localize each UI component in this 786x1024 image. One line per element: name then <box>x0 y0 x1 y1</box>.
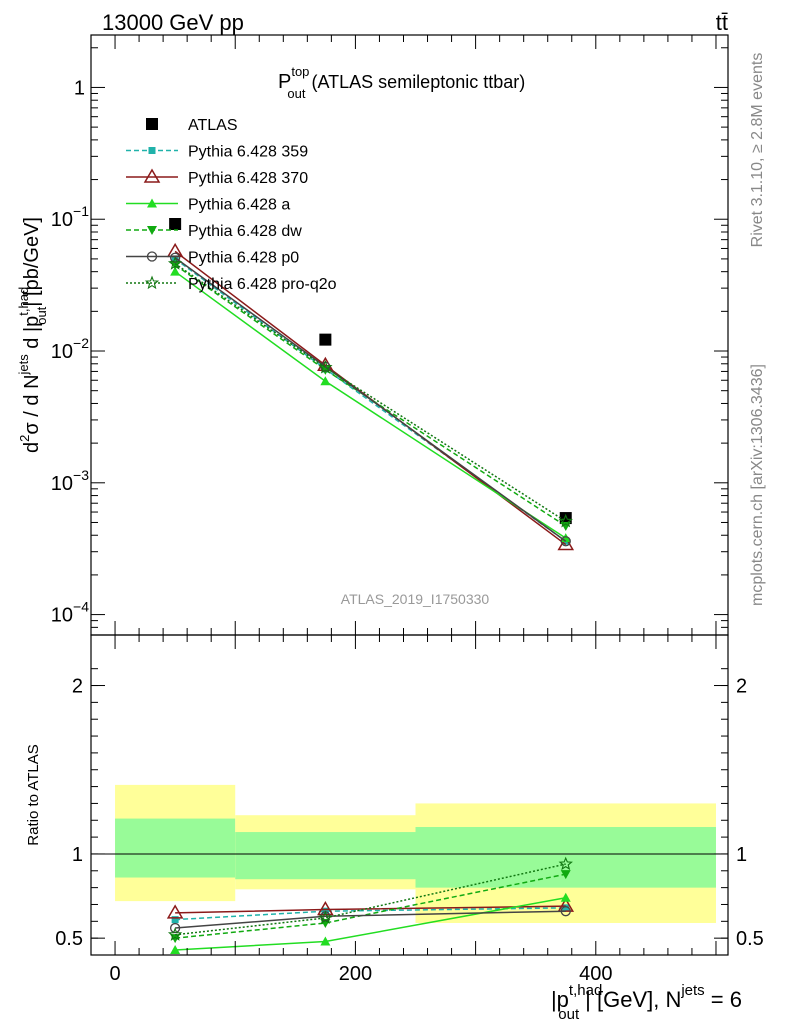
ratio-point-p370 <box>317 901 334 916</box>
process-label: tt̄ <box>716 10 728 35</box>
mcplots-label: mcplots.cern.ch [arXiv:1306.3436] <box>749 364 766 606</box>
main-series-layer <box>166 218 575 551</box>
ratio-point-pq2o <box>318 910 333 925</box>
ratio-x-axis-label: |pt,had out| [GeV], Njets = 6 <box>551 982 742 1023</box>
main-title: Ptop out(ATLAS semileptonic ttbar) <box>278 64 525 101</box>
legend-label: Pythia 6.428 p0 <box>188 250 299 267</box>
ratio-point-p370 <box>166 904 184 919</box>
legend-label: Pythia 6.428 dw <box>188 223 302 240</box>
main-line-pq2o <box>174 263 567 522</box>
main-point-pa <box>320 376 331 386</box>
legend-label: ATLAS <box>188 117 238 134</box>
ratio-line-p359 <box>175 907 566 921</box>
legend-entry-pdw: Pythia 6.428 dw <box>126 223 302 240</box>
main-point-data <box>169 218 182 231</box>
legend-swatch-marker <box>146 251 158 262</box>
legend-entry-data: ATLAS <box>146 117 238 134</box>
ratio-x-tick-label: 0 <box>109 963 120 985</box>
ratio-point-pq2o <box>558 856 573 871</box>
main-point-pp0 <box>169 252 181 263</box>
legend-entry-pp0: Pythia 6.428 p0 <box>126 250 299 267</box>
legend-label: Pythia 6.428 a <box>188 197 290 214</box>
ratio-point-p370 <box>557 897 575 912</box>
main-point-pa <box>170 266 181 276</box>
main-line-pdw <box>174 264 567 527</box>
legend-entry-p359: Pythia 6.428 359 <box>126 144 308 161</box>
legend-swatch-marker <box>143 168 161 183</box>
ratio-point-pa <box>320 936 331 946</box>
ratio-point-pdw <box>320 919 331 928</box>
ratio-band-inner <box>235 832 416 880</box>
ratio-x-tick-label: 200 <box>339 963 372 985</box>
main-x-ticks <box>114 35 717 635</box>
ratio-point-pp0 <box>169 922 181 934</box>
ratio-x-tick-label: 400 <box>579 963 612 985</box>
ratio-bands <box>115 784 716 923</box>
ratio-line-pp0 <box>175 910 566 929</box>
rivet-label: Rivet 3.1.10, ≥ 2.8M events <box>749 53 766 248</box>
ratio-line-p370 <box>175 905 566 914</box>
ratio-point-pa <box>560 892 571 902</box>
main-y-axis-label: d2σ / d Njets d |pt,hadout| [pb/GeV] <box>16 217 49 453</box>
ratio-point-pp0 <box>560 906 571 917</box>
ratio-band-inner <box>115 818 236 878</box>
analysis-id-label: ATLAS_2019_I1750330 <box>341 591 490 607</box>
ratio-point-pdw <box>560 870 571 880</box>
legend-entry-p370: Pythia 6.428 370 <box>126 168 308 187</box>
ratio-y-tick-label: 1 <box>72 844 83 866</box>
main-y-tick-label: 10−3 <box>51 467 89 495</box>
main-line-p370 <box>174 250 567 546</box>
main-frame <box>90 34 729 636</box>
main-y-tick-label: 10−4 <box>51 599 89 627</box>
main-point-pq2o <box>167 256 183 270</box>
ratio-y-tick-label-right: 1 <box>736 844 747 866</box>
ratio-y-tick-label-right: 0.5 <box>736 928 764 950</box>
legend-entry-pa: Pythia 6.428 a <box>126 197 290 214</box>
legend: ATLAS Pythia 6.428 359 Pythia 6.428 370 Pyt… <box>126 117 337 293</box>
main-y-tick-label: 10−1 <box>51 203 89 231</box>
main-point-data <box>319 333 332 346</box>
main-point-pq2o <box>318 360 333 374</box>
ratio-y-axis-label: Ratio to ATLAS <box>25 744 42 845</box>
ratio-frame <box>90 634 729 956</box>
main-line-pp0 <box>174 257 567 542</box>
legend-swatch-marker <box>147 198 157 208</box>
ratio-point-p359 <box>562 904 570 912</box>
legend-label: Pythia 6.428 pro-q2o <box>188 276 337 293</box>
ratio-point-pa <box>170 944 181 954</box>
legend-swatch-marker <box>148 147 156 154</box>
legend-label: Pythia 6.428 370 <box>188 170 308 187</box>
ratio-x-ticks <box>114 635 717 955</box>
ratio-point-pq2o <box>167 927 183 941</box>
ratio-point-p359 <box>171 916 179 924</box>
main-y-ticks: 1 10−1 10−2 10−3 10−4 <box>51 47 728 636</box>
ratio-series-layer <box>166 856 575 954</box>
main-y-tick-label: 1 <box>74 77 85 99</box>
legend-swatch-marker <box>147 226 157 235</box>
legend-entry-pq2o: Pythia 6.428 pro-q2o <box>126 275 337 293</box>
ratio-y-tick-label: 0.5 <box>55 928 83 950</box>
legend-swatch-marker <box>144 275 160 290</box>
main-point-pp0 <box>560 536 571 547</box>
ratio-panel: 0.5 0.5 1 1 2 2 0 200 400 Ratio to ATLAS |pt,had… <box>25 634 764 1023</box>
main-y-tick-label: 10−2 <box>51 335 89 363</box>
ratio-y-tick-label: 2 <box>72 676 83 698</box>
legend-swatch-marker <box>146 118 158 130</box>
main-panel: 1 10−1 10−2 10−3 10−4 Ptop out(ATLAS semilept… <box>16 34 729 636</box>
main-point-pdw <box>170 260 181 270</box>
ratio-y-ticks: 0.5 0.5 1 1 2 2 0 200 400 <box>55 668 764 985</box>
ratio-y-tick-label-right: 2 <box>736 676 747 698</box>
energy-label: 13000 GeV pp <box>102 10 244 35</box>
ratio-line-pdw <box>175 873 566 939</box>
main-point-pq2o <box>558 513 573 528</box>
legend-label: Pythia 6.428 359 <box>188 144 308 161</box>
